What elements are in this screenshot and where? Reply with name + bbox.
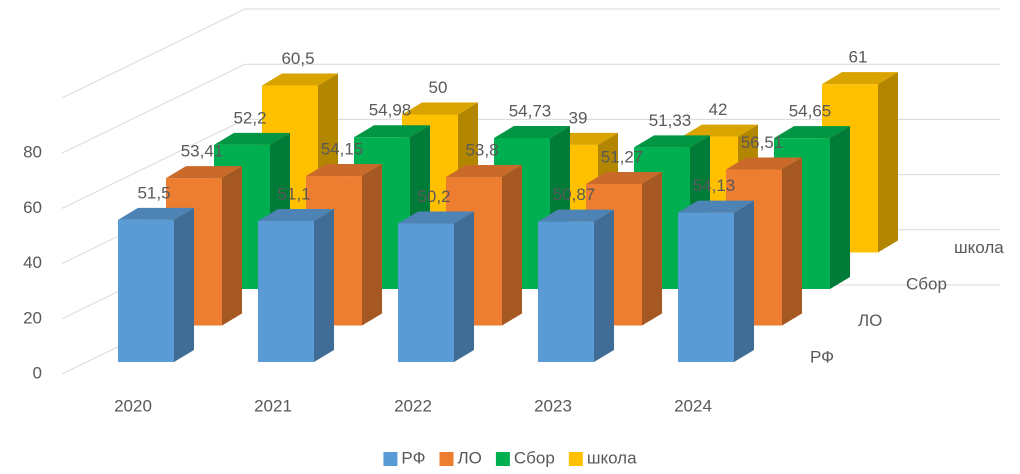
bar-top (726, 157, 802, 170)
bar-top (306, 164, 382, 177)
series-axis-label: РФ (810, 347, 834, 366)
legend-swatch (495, 452, 510, 466)
bar-side (174, 207, 194, 362)
y-tick-label: 40 (23, 253, 42, 272)
bar-top (774, 126, 850, 139)
data-label: 52,2 (233, 108, 266, 127)
bar-top (678, 200, 754, 213)
y-tick-label: 60 (23, 198, 42, 217)
series-axis-label: школа (954, 238, 1004, 257)
y-tick-label: 20 (23, 308, 42, 327)
legend-swatch (568, 452, 583, 466)
data-label: 53,41 (181, 142, 224, 161)
bar-side (454, 211, 474, 362)
bar-side (594, 209, 614, 362)
legend-label: школа (587, 448, 637, 467)
data-label: 51,27 (601, 147, 644, 166)
bar-side (314, 208, 334, 362)
legend-label: Сбор (514, 448, 555, 467)
bar-top (634, 135, 710, 148)
bar-top (118, 207, 194, 220)
bar-side (502, 165, 522, 326)
bar-side (782, 157, 802, 326)
bar-3d (538, 209, 614, 362)
data-label: 60,5 (281, 49, 314, 68)
bar-top (262, 73, 338, 86)
bar-top (166, 166, 242, 179)
bar (538, 221, 594, 362)
x-tick-label: 2020 (114, 396, 152, 415)
bar (678, 212, 734, 362)
data-label: 51,5 (137, 183, 170, 202)
legend: РФ ЛО Сбор школа (383, 448, 637, 467)
data-label: 50 (429, 78, 448, 97)
bar-side (878, 72, 898, 253)
bar-side (642, 171, 662, 326)
bar-top (398, 211, 474, 224)
data-label: 54,15 (321, 140, 364, 159)
data-label: 61 (849, 48, 868, 67)
bar-top (822, 72, 898, 85)
legend-swatch (383, 452, 398, 466)
bar-top (354, 125, 430, 138)
y-tick-label: 0 (33, 363, 42, 382)
bar-top (258, 208, 334, 221)
bar-top (402, 102, 478, 115)
bar-top (446, 165, 522, 178)
grid-line (61, 8, 246, 99)
grid-line (61, 63, 246, 154)
bar-3d (678, 200, 754, 362)
bar (118, 219, 174, 362)
data-label: 39 (569, 108, 588, 127)
y-tick-label: 80 (23, 143, 42, 162)
legend-label: ЛО (458, 448, 482, 467)
bar-top (494, 125, 570, 138)
series-axis-label: ЛО (858, 311, 882, 330)
legend-label: РФ (401, 448, 425, 467)
bar (398, 223, 454, 362)
bar-top (586, 171, 662, 184)
bar-top (538, 209, 614, 222)
data-label: 51,33 (649, 111, 692, 130)
x-tick-label: 2022 (394, 396, 432, 415)
data-label: 50,2 (417, 187, 450, 206)
grid-line (61, 118, 246, 209)
x-tick-label: 2021 (254, 396, 292, 415)
data-label: 50,87 (553, 185, 596, 204)
bar-top (214, 132, 290, 145)
legend-swatch (439, 452, 454, 466)
bar-3d (118, 207, 194, 362)
data-label: 54,98 (369, 101, 412, 120)
data-label: 42 (709, 100, 728, 119)
bar-side (734, 200, 754, 362)
bar-3d (398, 211, 474, 362)
bar-side (222, 166, 242, 326)
bar-3d (258, 208, 334, 362)
data-label: 51,1 (277, 184, 310, 203)
data-label: 56,51 (741, 133, 784, 152)
bar-side (830, 126, 850, 289)
bar (258, 220, 314, 362)
data-label: 54,13 (693, 176, 736, 195)
data-label: 53,8 (465, 140, 498, 159)
series-axis-label: Сбор (906, 274, 947, 293)
bar-top (682, 124, 758, 137)
bar-side (362, 164, 382, 326)
x-tick-label: 2023 (534, 396, 572, 415)
data-label: 54,65 (789, 102, 832, 121)
x-tick-label: 2024 (674, 396, 712, 415)
data-label: 54,73 (509, 101, 552, 120)
